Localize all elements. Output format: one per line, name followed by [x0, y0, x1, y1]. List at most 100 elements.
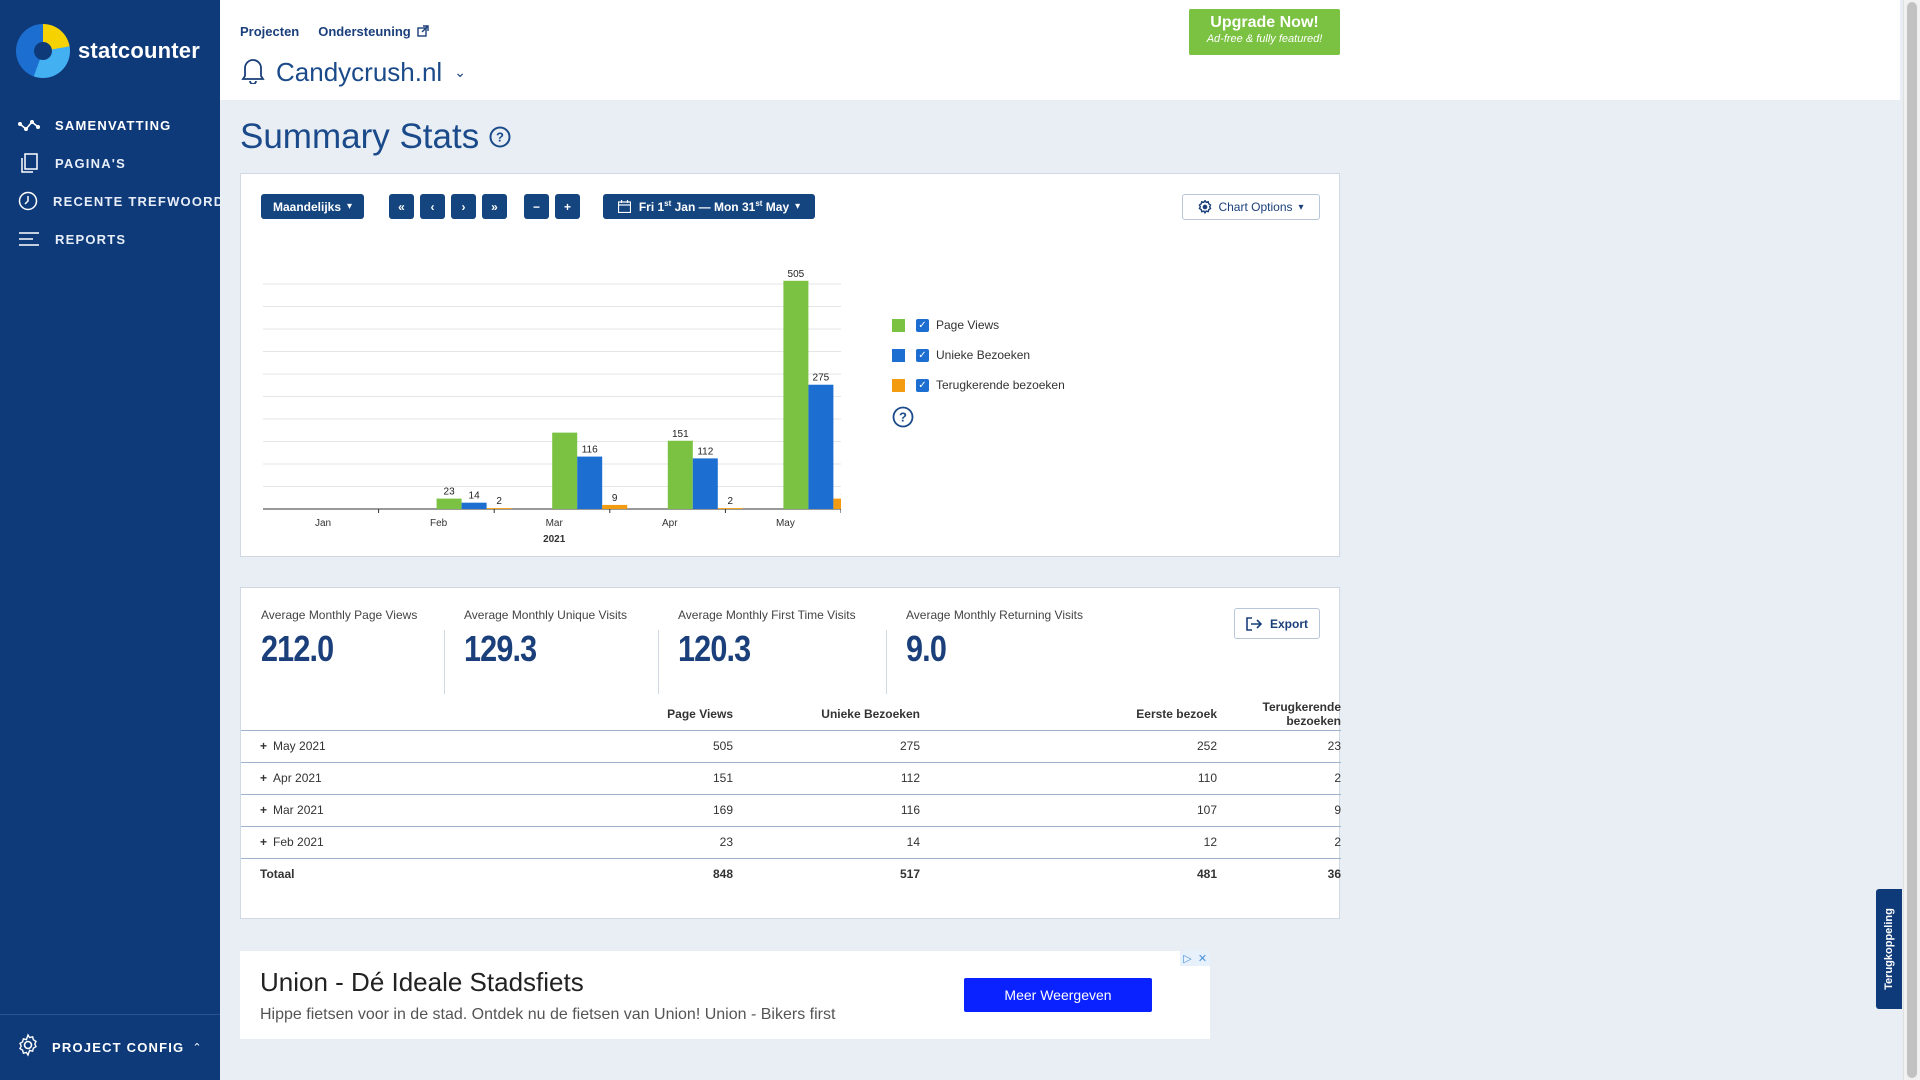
chevron-up-icon: ⌃ — [192, 1042, 202, 1054]
legend-item-terugkerende-bezoeken[interactable]: ✓ Terugkerende bezoeken — [892, 370, 1065, 400]
cell-page-views: 505 — [511, 730, 733, 763]
date-start: Fri 1 — [638, 200, 665, 214]
zoom-in-button[interactable]: + — [555, 194, 580, 219]
adchoices-icon[interactable]: ▷ — [1180, 951, 1195, 966]
sidebar-item-reports[interactable]: REPORTS — [0, 220, 220, 258]
sidebar-item-label: PAGINA'S — [55, 155, 126, 171]
close-icon[interactable]: ✕ — [1195, 951, 1210, 966]
cell-eerste-bezoek: 110 — [920, 762, 1217, 795]
data-label: 151 — [672, 429, 689, 440]
stat-label: Average Monthly First Time Visits — [678, 608, 856, 622]
data-label: 2 — [496, 496, 502, 507]
first-period-button[interactable]: « — [389, 194, 414, 219]
gear-icon — [1199, 200, 1212, 214]
bar-terugkerende-bezoeken — [833, 498, 841, 509]
bar-page-views — [667, 440, 693, 509]
project-selector[interactable]: Candycrush.nl ⌄ — [240, 56, 466, 89]
chevron-down-icon: ⌄ — [454, 64, 466, 80]
expand-plus-icon[interactable]: + — [260, 771, 268, 785]
chart-legend: ✓ Page Views ✓ Unieke Bezoeken ✓ Terugke… — [892, 310, 1065, 433]
total-terugkerende: 36 — [1327, 867, 1341, 882]
row-period[interactable]: + Mar 2021 — [241, 794, 511, 827]
page-title-text: Summary Stats — [240, 117, 480, 156]
export-button[interactable]: Export — [1234, 608, 1320, 639]
expand-plus-icon[interactable]: + — [260, 803, 268, 817]
chart-options-label: Chart Options — [1218, 200, 1293, 214]
legend-swatch — [892, 348, 905, 362]
last-period-button[interactable]: » — [482, 194, 507, 219]
chart-options-button[interactable]: Chart Options ▾ — [1182, 194, 1320, 220]
bar-terugkerende-bezoeken — [717, 508, 743, 509]
date-end: May — [762, 200, 790, 214]
feedback-tab[interactable]: Terugkoppeling — [1876, 889, 1902, 1009]
checkbox-checked-icon[interactable]: ✓ — [916, 318, 929, 332]
table-row[interactable]: + Apr 2021 151 112 110 2 — [241, 762, 1341, 795]
checkbox-checked-icon[interactable]: ✓ — [916, 378, 929, 392]
stat-value: 9.0 — [906, 628, 947, 669]
upgrade-button[interactable]: Upgrade Now! Ad-free & fully featured! — [1189, 9, 1340, 55]
legend-item-unieke-bezoeken[interactable]: ✓ Unieke Bezoeken — [892, 340, 1065, 370]
ad-cta-button[interactable]: Meer Weergeven — [964, 978, 1152, 1012]
stats-card: Average Monthly Page Views 212.0 Average… — [240, 587, 1341, 919]
cell-eerste-bezoek: 252 — [920, 730, 1217, 763]
col-page-views[interactable]: Page Views — [511, 698, 733, 731]
pages-icon — [18, 152, 40, 174]
ad-headline[interactable]: Union - Dé Ideale Stadsfiets — [260, 967, 584, 997]
stat-value: 120.3 — [678, 628, 751, 669]
row-period[interactable]: + Feb 2021 — [241, 826, 511, 859]
legend-item-page-views[interactable]: ✓ Page Views — [892, 310, 1065, 340]
stat-value: 129.3 — [464, 628, 537, 669]
prev-period-button[interactable]: ‹ — [420, 194, 445, 219]
cell-eerste-bezoek: 12 — [920, 826, 1217, 859]
date-range-picker[interactable]: Fri 1st Jan — Mon 31st May ▾ — [603, 194, 815, 219]
bell-icon[interactable] — [240, 56, 266, 89]
advertisement[interactable]: Union - Dé Ideale Stadsfiets Hippe fiets… — [240, 951, 1210, 1039]
table-row[interactable]: + Mar 2021 169 116 107 9 — [241, 794, 1341, 827]
bar-page-views — [552, 432, 578, 509]
sidebar-item-paginas[interactable]: PAGINA'S — [0, 144, 220, 182]
link-ondersteuning[interactable]: Ondersteuning — [318, 24, 430, 39]
expand-plus-icon[interactable]: + — [260, 835, 268, 849]
zoom-out-button[interactable]: − — [524, 194, 549, 219]
stat-unique-visits: Average Monthly Unique Visits 129.3 — [464, 608, 627, 674]
link-projecten[interactable]: Projecten — [240, 24, 300, 39]
legend-label: Terugkerende bezoeken — [936, 378, 1065, 392]
bar-page-views — [436, 498, 462, 509]
chart-help-icon[interactable]: ? — [892, 406, 1065, 433]
next-period-button[interactable]: › — [451, 194, 476, 219]
checkbox-checked-icon[interactable]: ✓ — [916, 348, 929, 362]
date-start-suffix: st — [664, 199, 672, 208]
bar-unieke-bezoeken — [577, 456, 603, 509]
data-label: 14 — [469, 491, 481, 502]
row-period-label: Apr 2021 — [273, 771, 322, 785]
project-config-button[interactable]: PROJECT CONFIG ⌃ — [0, 1014, 220, 1080]
scrollbar-thumb[interactable] — [1907, 2, 1917, 1078]
col-period — [261, 698, 511, 731]
table-row[interactable]: + Feb 2021 23 14 12 2 — [241, 826, 1341, 859]
chevron-down-icon: ▾ — [795, 201, 801, 212]
col-eerste-bezoek[interactable]: Eerste bezoek — [920, 698, 1217, 731]
stat-returning-visits: Average Monthly Returning Visits 9.0 — [906, 608, 1083, 674]
cell-page-views: 23 — [511, 826, 733, 859]
col-terugkerende-bezoeken[interactable]: Terugkerende bezoeken — [1217, 698, 1341, 731]
row-period[interactable]: + Apr 2021 — [241, 762, 511, 795]
cell-terugkerende: 2 — [1217, 762, 1341, 795]
stat-value: 212.0 — [261, 628, 334, 669]
x-tick-label: Mar — [546, 518, 564, 529]
chevron-down-icon: ▾ — [1298, 201, 1304, 213]
svg-text:?: ? — [496, 130, 504, 145]
row-period[interactable]: + May 2021 — [241, 730, 511, 763]
top-links: Projecten Ondersteuning — [240, 24, 430, 39]
period-dropdown[interactable]: Maandelijks ▾ — [261, 194, 364, 219]
scrollbar[interactable] — [1903, 0, 1920, 1080]
table-row[interactable]: + May 2021 505 275 252 23 — [241, 730, 1341, 763]
help-icon[interactable]: ? — [489, 117, 511, 157]
sidebar-item-samenvatting[interactable]: SAMENVATTING — [0, 106, 220, 144]
x-tick-label: Apr — [662, 518, 678, 529]
sidebar-item-recente-trefwoord[interactable]: RECENTE TREFWOORD ACTIVITEIT — [0, 182, 220, 220]
logo[interactable]: statcounter — [16, 24, 200, 78]
stat-label: Average Monthly Returning Visits — [906, 608, 1083, 622]
col-unieke-bezoeken[interactable]: Unieke Bezoeken — [733, 698, 920, 731]
data-label: 116 — [582, 445, 598, 456]
expand-plus-icon[interactable]: + — [260, 739, 268, 753]
